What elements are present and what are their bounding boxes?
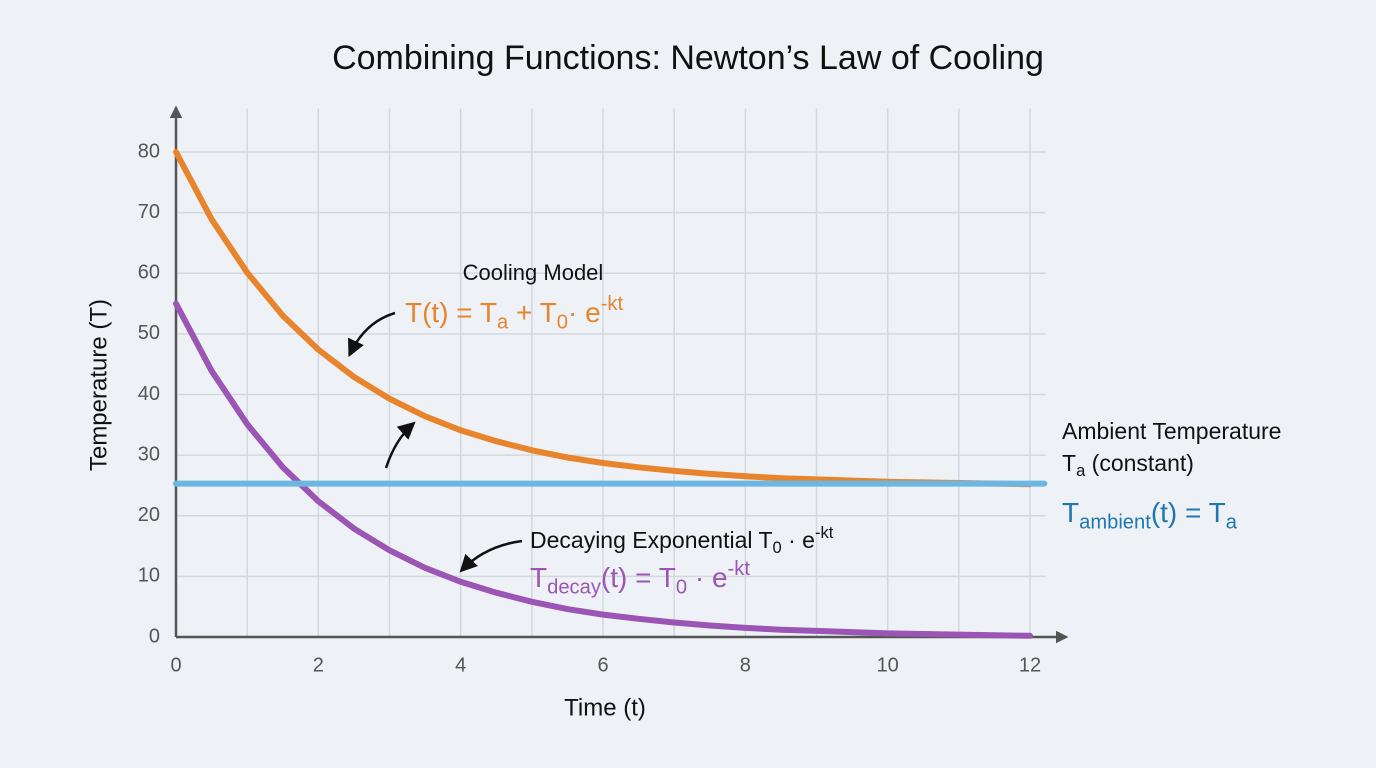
annotation: Cooling Model — [463, 260, 604, 285]
annotation-part: a — [1076, 461, 1086, 480]
x-tick-label: 4 — [455, 654, 466, 676]
annotation: Ambient Temperature — [1062, 418, 1281, 444]
plot: 0 2 4 6 8 10 12 0 10 20 30 40 50 60 70 80 — [138, 140, 1048, 676]
annotation-part: -kt — [815, 523, 834, 542]
annotation: Decaying Exponential T0 · e-kt — [530, 523, 834, 557]
annotation: T(t) = Ta + T0· e-kt — [405, 294, 623, 334]
annotation-part: a — [1226, 512, 1238, 534]
y-tick-label: 60 — [138, 262, 160, 284]
x-axis-label: Time (t) — [564, 694, 646, 721]
x-tick-label: 0 — [170, 654, 181, 676]
annotation-part: Ambient Temperature — [1062, 418, 1281, 444]
y-tick-label: 10 — [138, 565, 160, 587]
annotation-part: T — [1062, 450, 1076, 476]
annotation-part: (constant) — [1085, 450, 1194, 476]
y-tick-label: 70 — [138, 201, 160, 223]
annotation-part: -kt — [728, 559, 751, 581]
x-tick-label: 2 — [313, 654, 324, 676]
annotation: Tambient(t) = Ta — [1062, 497, 1238, 533]
annotation-part: Decaying Exponential T — [530, 527, 773, 553]
annotation-part: (t) = T — [601, 562, 676, 593]
y-tick-label: 0 — [149, 625, 160, 647]
annotation-part: 0 — [773, 538, 782, 557]
annotation-part: 0 — [557, 312, 568, 334]
arrow — [459, 539, 523, 573]
annotation-part: -kt — [601, 294, 624, 316]
annotation-part: · e — [782, 527, 815, 553]
arrow — [384, 421, 416, 469]
annotation: Tdecay(t) = T0 · e-kt — [530, 559, 750, 599]
series-line — [173, 300, 1033, 639]
y-tick-label: 20 — [138, 504, 160, 526]
y-axis-label: Temperature (T) — [85, 299, 112, 471]
x-tick-label: 12 — [1019, 654, 1041, 676]
y-tick-label: 80 — [138, 140, 160, 162]
annotation-part: (t) = T — [1151, 497, 1226, 528]
annotation-part: · e — [687, 562, 727, 593]
annotation-part: T — [1062, 497, 1079, 528]
annotation-part: · e — [568, 297, 601, 328]
annotation-part: ambient — [1079, 512, 1151, 534]
grid — [175, 108, 1046, 638]
annotation: Ta (constant) — [1062, 450, 1194, 480]
y-tick-label: 40 — [138, 383, 160, 405]
annotation-part: a — [497, 312, 509, 334]
x-tick-label: 8 — [740, 654, 751, 676]
x-tick-label: 10 — [877, 654, 899, 676]
x-tick-label: 6 — [597, 654, 608, 676]
chart-title: Combining Functions: Newton’s Law of Coo… — [332, 39, 1044, 77]
annotation-part: T(t) = T — [405, 297, 497, 328]
annotation-part: + T — [508, 297, 557, 328]
y-tick-label: 50 — [138, 322, 160, 344]
annotation-part: 0 — [676, 577, 687, 599]
y-tick-label: 30 — [138, 443, 160, 465]
annotation-part: decay — [547, 577, 602, 599]
annotation-part: T — [530, 562, 547, 593]
arrow — [348, 311, 396, 358]
annotation-part: Cooling Model — [463, 260, 604, 285]
